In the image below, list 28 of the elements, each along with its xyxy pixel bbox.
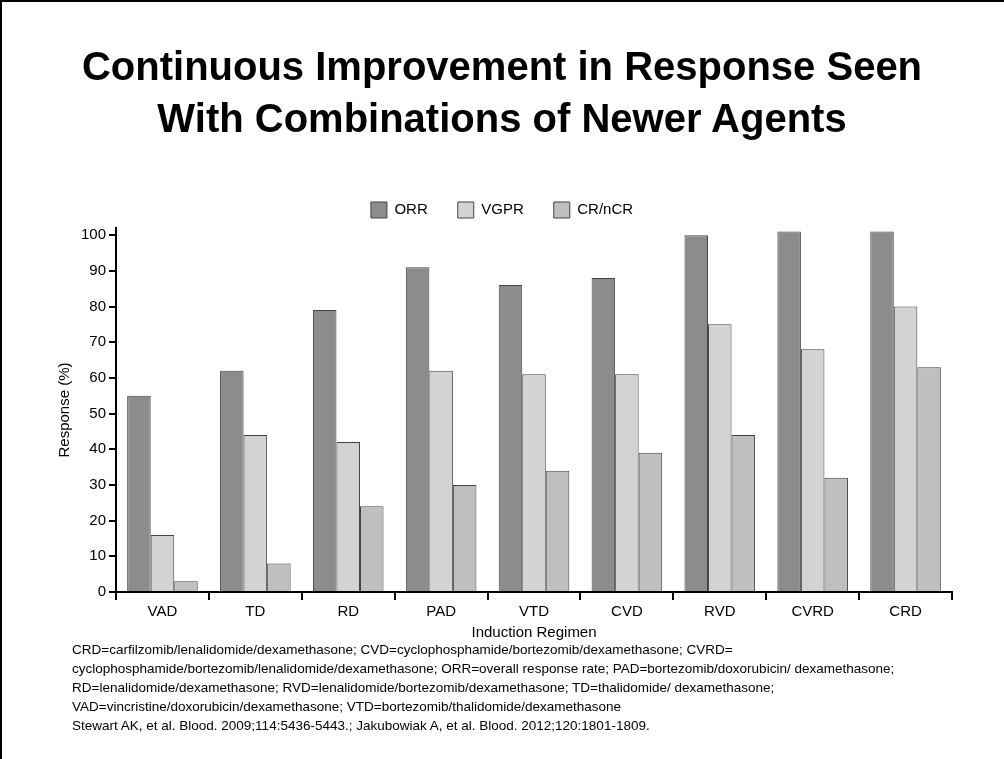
y-tick-label: 30 [89,475,107,493]
x-tick-label: VTD [519,602,550,620]
text: CRD=carfilzomib/lenalidomide/dexamethasone; CVD=cyclophosphamide/bortezomib/dexamethasone; CVRD= cyclophosphamide/bortezomib/lenalidomide/dexamethasone; ORR=overall response rate; PAD=bortezomib/doxorubicin/ dexamethasone; RD=lenalidomide/dexamethasone; RVD=lenalidomide/bortezomib/dexamethasone; TD=thalidomide/ dexamethasone; VAD=vincristine/doxorubicin/dexamethasone; VTD=bortezomib/thalidomide/dexamethasone [72,641,896,716]
y-tick-label: 10 [89,546,107,564]
y-tick-label: 70 [89,332,107,350]
y-tick-label: 100 [81,225,107,243]
y-tick-label: 0 [97,582,107,600]
chart-title: Continuous Improvement in Response Seen With Combinations of Newer Agents [80,43,924,142]
x-tick-label: CVD [611,602,643,620]
y-tick-label: 80 [89,296,107,314]
x-tick-label: CRD [889,602,922,620]
y-tick-label: 50 [89,403,107,421]
legend-label: CR/nCR [577,200,634,218]
legend-label: VGPR [481,200,524,218]
x-tick-label: RVD [704,602,736,620]
legend-label: ORR [394,200,428,218]
text: Stewart AK, et al. Blood. 2009;114:5436-5443.; Jakubowiak A, et al. Blood. 2012;120:1801-1809. [72,717,651,735]
y-tick-label: 40 [89,439,107,457]
y-tick-label: 90 [89,260,107,278]
x-axis-title: Induction Regimen [471,623,597,641]
x-tick-label: VAD [147,602,178,620]
x-tick-label: TD [245,602,266,620]
y-tick-label: 60 [89,368,107,386]
x-tick-label: CVRD [791,602,835,620]
y-axis-title: Response (%) [55,362,73,458]
x-tick-label: PAD [426,602,457,620]
x-tick-label: RD [337,602,360,620]
y-tick-label: 20 [89,510,107,528]
